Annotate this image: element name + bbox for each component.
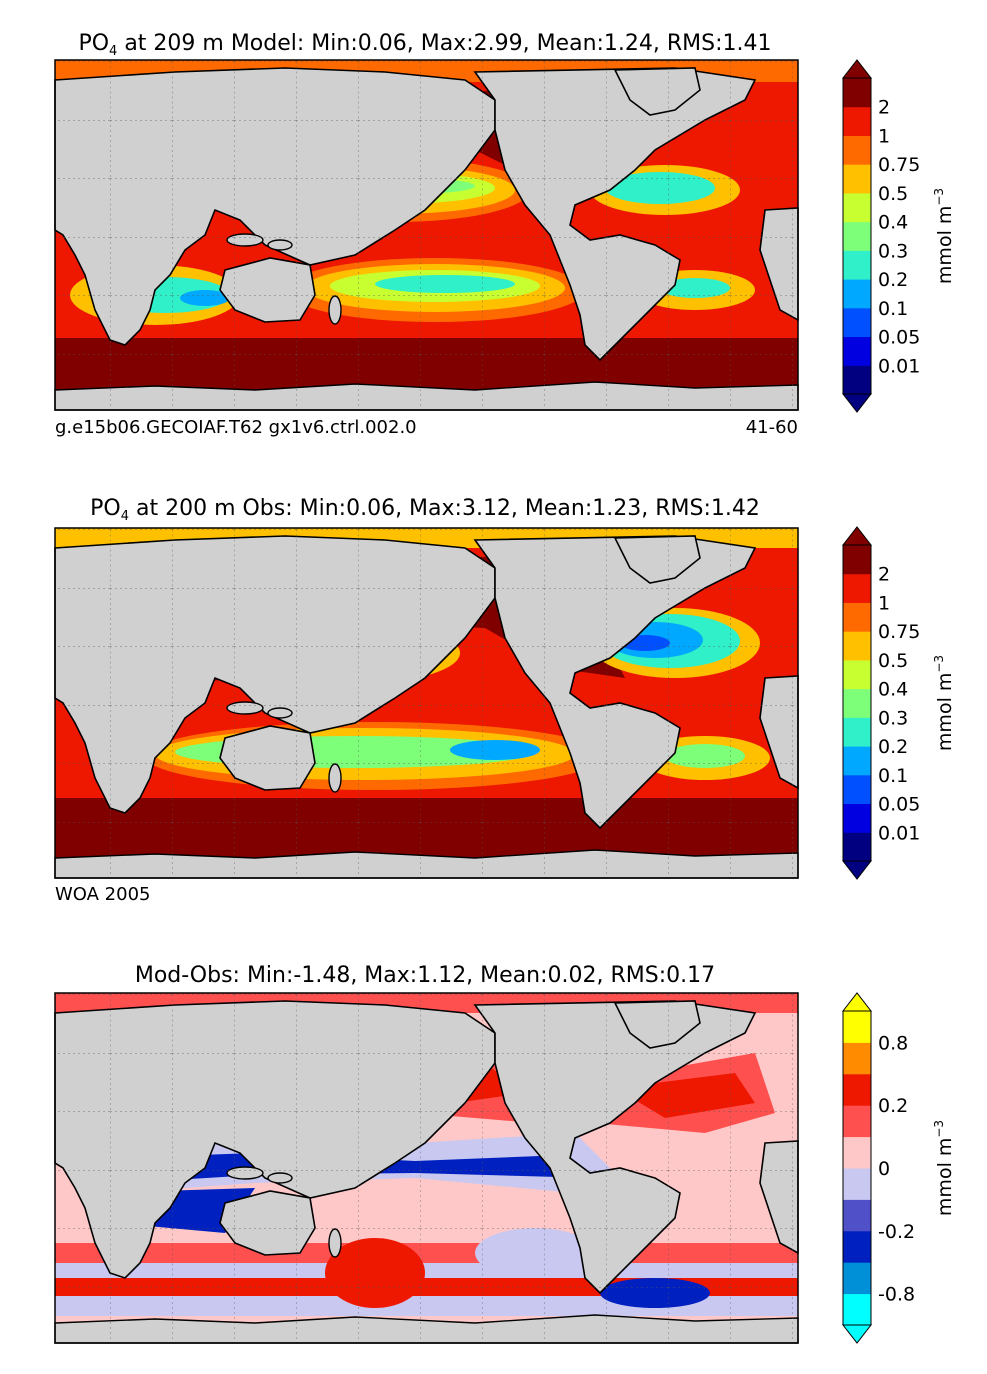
colorbar-extend-min <box>841 1324 873 1344</box>
colorbar-swatch <box>843 832 871 862</box>
obs-map <box>54 528 799 879</box>
colorbar-tick-label: 0.2 <box>878 1095 908 1117</box>
colorbar-swatch <box>843 688 871 718</box>
panel-diff: Mod-Obs: Min:-1.48, Max:1.12, Mean:0.02,… <box>54 963 799 1344</box>
colorbar-tick-label: 0.3 <box>878 707 908 729</box>
colorbar-extend-max <box>841 59 873 79</box>
colorbar-tick-label: 0.1 <box>878 765 908 787</box>
colorbar-swatch <box>843 1168 871 1200</box>
colorbar-tick-label: 1 <box>878 592 890 614</box>
colorbar-swatch <box>843 631 871 661</box>
colorbar-tick-label: 0.1 <box>878 298 908 320</box>
diff-map <box>54 993 799 1344</box>
colorbar-tick-label: 0.5 <box>878 183 908 205</box>
colorbar-tick-label: 0.4 <box>878 679 908 701</box>
colorbar-swatch <box>843 1230 871 1263</box>
colorbar-swatch <box>843 545 871 575</box>
colorbar-swatch <box>843 717 871 747</box>
colorbar-tick-label: 0.2 <box>878 269 908 291</box>
colorbar-swatch <box>843 1199 871 1232</box>
colorbar-swatch <box>843 659 871 690</box>
colorbar-tick-label: 0.75 <box>878 154 920 176</box>
colorbar-swatch <box>843 803 871 833</box>
colorbar-swatch <box>843 1136 871 1169</box>
colorbar-swatch <box>843 1105 871 1138</box>
colorbar-tick-label: -0.2 <box>878 1221 915 1243</box>
colorbar-tick-label: 0.3 <box>878 240 908 262</box>
colorbar-tick-label: 0.2 <box>878 736 908 758</box>
colorbar-tick-label: 0.01 <box>878 355 920 377</box>
colorbar-frame <box>842 1010 872 1326</box>
colorbar-swatch <box>843 307 871 338</box>
colorbar-tick-label: 2 <box>878 564 890 586</box>
colorbar-tick-label: 0.05 <box>878 327 920 349</box>
colorbar-swatch <box>843 221 871 251</box>
panel-model: PO4 at 209 m Model: Min:0.06, Max:2.99, … <box>54 31 799 438</box>
colorbar-swatch <box>843 746 871 776</box>
colorbar-swatch <box>843 106 871 136</box>
colorbar-tick-label: 0 <box>878 1158 890 1180</box>
colorbar-swatch <box>843 1293 871 1326</box>
colorbar-swatch <box>843 192 871 223</box>
colorbar-tick-label: 0.4 <box>878 212 908 234</box>
colorbar-swatch <box>843 250 871 280</box>
colorbar-tick-label: 0.5 <box>878 650 908 672</box>
panel-model-title: PO4 at 209 m Model: Min:0.06, Max:2.99, … <box>78 31 771 59</box>
colorbar-extend-min <box>841 860 873 880</box>
colorbar-tick-label: 1 <box>878 125 890 147</box>
colorbar-swatch <box>843 1073 871 1106</box>
colorbar-obs: 0.01 0.05 0.1 0.2 0.3 0.4 0.5 0.75 1 2 mmol m−3 <box>841 526 956 880</box>
colorbar-tick-label: 0.01 <box>878 822 920 844</box>
colorbar-swatch <box>843 336 871 366</box>
panel-obs: PO4 at 200 m Obs: Min:0.06, Max:3.12, Me… <box>54 496 799 905</box>
colorbar-extend-min <box>841 393 873 413</box>
panel-obs-title: PO4 at 200 m Obs: Min:0.06, Max:3.12, Me… <box>90 496 760 524</box>
colorbar-swatch <box>843 774 871 805</box>
panel-model-caption-left: g.e15b06.GECOIAF.T62 gx1v6.ctrl.002.0 <box>55 417 417 438</box>
colorbar-units-label: mmol m−3 <box>932 655 956 751</box>
colorbar-swatch <box>843 365 871 395</box>
colorbar-swatch <box>843 279 871 309</box>
colorbar-tick-label: 2 <box>878 97 890 119</box>
panel-obs-caption-left: WOA 2005 <box>55 884 151 905</box>
panel-diff-title: Mod-Obs: Min:-1.48, Max:1.12, Mean:0.02,… <box>135 963 715 988</box>
colorbar-tick-label: 0.75 <box>878 621 920 643</box>
colorbar-tick-label: 0.8 <box>878 1032 908 1054</box>
colorbar-tick-label: 0.05 <box>878 794 920 816</box>
colorbar-swatch <box>843 1042 871 1075</box>
colorbar-model: 0.01 0.05 0.1 0.2 0.3 0.4 0.5 0.75 1 2 mmol m−3 <box>841 59 956 413</box>
colorbar-units-label: mmol m−3 <box>932 188 956 284</box>
colorbar-swatch <box>843 1262 871 1295</box>
colorbar-frame <box>842 77 872 395</box>
model-map <box>54 60 799 411</box>
colorbar-extend-max <box>841 526 873 546</box>
colorbar-swatch <box>843 1011 871 1043</box>
colorbar-extend-max <box>841 992 873 1012</box>
colorbar-units-label: mmol m−3 <box>932 1120 956 1216</box>
colorbar-swatch <box>843 602 871 632</box>
colorbar-diff: -0.8 -0.2 0 0.2 0.8 mmol m−3 <box>841 992 956 1344</box>
colorbar-swatch <box>843 573 871 603</box>
colorbar-tick-label: -0.8 <box>878 1284 915 1306</box>
colorbar-swatch <box>843 164 871 194</box>
colorbar-swatch <box>843 135 871 165</box>
panel-model-caption-right: 41-60 <box>746 417 798 438</box>
colorbar-frame <box>842 544 872 862</box>
colorbar-swatch <box>843 78 871 108</box>
